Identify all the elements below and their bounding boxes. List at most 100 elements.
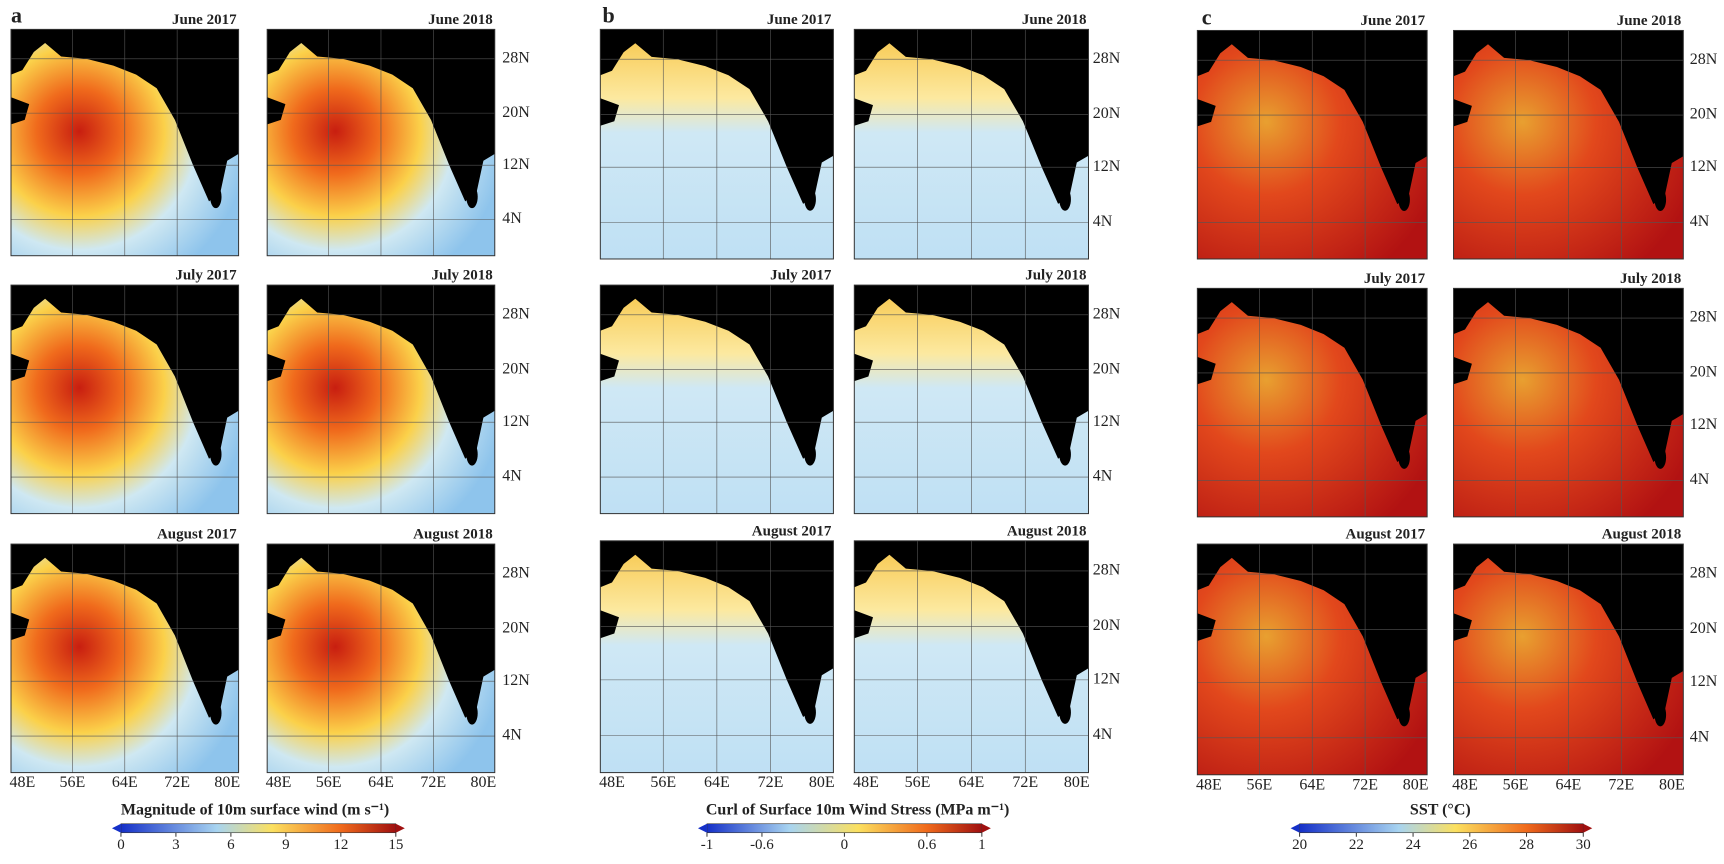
map-land	[1059, 442, 1071, 466]
lon-label: 80E	[1064, 774, 1090, 791]
lat-label: 12N	[1093, 671, 1121, 688]
lat-label: 28N	[502, 49, 530, 66]
map-frame	[1196, 29, 1428, 260]
lat-label: 4N	[1093, 468, 1113, 485]
colorbar-tick-label: 0	[841, 837, 849, 853]
lon-label: 64E	[368, 774, 394, 791]
lat-label: 28N	[1690, 565, 1718, 582]
map-land	[1453, 99, 1472, 127]
map-frame	[10, 543, 240, 774]
lon-label: 48E	[853, 774, 879, 791]
map-land	[267, 353, 286, 382]
colorbar-tick-label: 24	[1406, 837, 1422, 853]
map-land	[1197, 30, 1428, 205]
map-frame	[266, 543, 496, 774]
lat-label: 20N	[1093, 360, 1121, 377]
map-title: August 2018	[1602, 527, 1682, 543]
colorbar-tick-label: 9	[282, 837, 290, 853]
lon-label: 48E	[9, 774, 35, 791]
lon-label: 72E	[164, 774, 190, 791]
map-land	[1453, 613, 1472, 641]
map-title: June 2018	[428, 12, 493, 28]
map-frame	[599, 28, 834, 260]
map-land	[11, 544, 239, 718]
map-title: June 2017	[1361, 13, 1426, 29]
map-land	[854, 29, 1089, 204]
lat-label: 4N	[502, 210, 522, 227]
lon-label: 48E	[266, 774, 292, 791]
lon-label: 80E	[1659, 776, 1685, 793]
colorbar-tick-label: 1	[978, 837, 986, 853]
lat-label: 4N	[502, 468, 522, 485]
lat-label: 28N	[1093, 562, 1121, 579]
lon-label: 72E	[1608, 776, 1634, 793]
map-title: July 2017	[1364, 271, 1426, 287]
map-title: August 2017	[1346, 527, 1426, 543]
map-land	[1453, 356, 1472, 385]
map-title: June 2017	[172, 12, 237, 28]
map-land	[600, 540, 834, 717]
map-frame	[1453, 287, 1684, 518]
map-land	[1197, 544, 1428, 720]
map-frame	[853, 28, 1089, 260]
lon-label: 56E	[905, 774, 931, 791]
map-land	[854, 285, 1089, 459]
map-land	[854, 353, 873, 382]
lat-label: 12N	[502, 413, 530, 430]
map-land	[600, 353, 619, 382]
lon-label: 72E	[420, 774, 446, 791]
map-land	[210, 442, 222, 466]
map-land	[466, 185, 478, 209]
map-land	[210, 185, 222, 209]
lat-label: 28N	[502, 305, 530, 322]
map-land	[1654, 703, 1667, 727]
map-frame	[266, 284, 496, 515]
map-frame	[853, 284, 1089, 515]
map-land	[804, 442, 816, 466]
map-land	[1197, 613, 1216, 641]
map-land	[1059, 187, 1071, 211]
lon-label: 80E	[214, 774, 240, 791]
map-title: August 2018	[1007, 523, 1087, 539]
lon-label: 64E	[704, 774, 730, 791]
lat-label: 20N	[1093, 617, 1121, 634]
map-title: July 2017	[770, 268, 832, 284]
lat-label: 28N	[1690, 309, 1718, 326]
lat-label: 12N	[502, 672, 530, 689]
lat-label: 12N	[1690, 673, 1718, 690]
lon-label: 64E	[959, 774, 985, 791]
map-land	[854, 540, 1089, 717]
lat-label: 20N	[502, 619, 530, 636]
lon-label: 64E	[1299, 776, 1325, 793]
lon-label: 56E	[1246, 776, 1272, 793]
colorbar-title: Curl of Surface 10m Wind Stress (MPa m⁻¹…	[706, 801, 1009, 818]
colorbar-tick-label: 0	[117, 837, 125, 853]
map-land	[804, 700, 816, 724]
colorbar-tick-label: 15	[388, 837, 403, 853]
lat-label: 4N	[502, 727, 522, 744]
colorbar-tick-label: 0.6	[917, 837, 936, 853]
lon-label: 80E	[809, 774, 835, 791]
lat-label: 28N	[1690, 51, 1718, 68]
lat-label: 28N	[1093, 305, 1121, 322]
map-land	[267, 29, 495, 202]
map-land	[1398, 703, 1410, 727]
map-land	[1654, 446, 1667, 469]
map-land	[466, 442, 478, 466]
map-land	[854, 610, 873, 639]
panel-label: c	[1202, 5, 1212, 30]
map-title: July 2018	[1025, 268, 1086, 284]
lat-label: 4N	[1690, 471, 1710, 488]
lat-label: 4N	[1690, 729, 1710, 746]
lat-label: 28N	[1093, 50, 1121, 67]
map-land	[466, 701, 478, 725]
lat-label: 20N	[502, 104, 530, 121]
map-land	[1197, 99, 1216, 127]
colorbar-tick-label: 6	[227, 837, 235, 853]
map-land	[600, 285, 834, 459]
map-land	[267, 285, 495, 459]
lat-label: 20N	[502, 360, 530, 377]
lat-label: 20N	[1690, 106, 1718, 123]
lon-label: 56E	[650, 774, 676, 791]
